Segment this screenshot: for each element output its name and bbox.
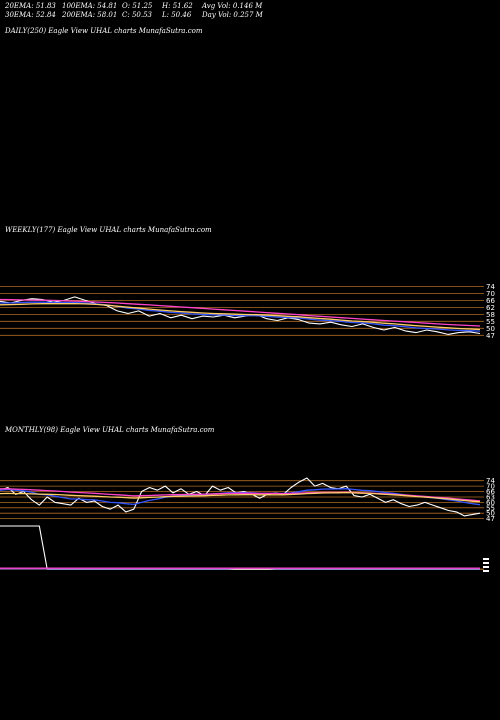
weekly-tick-label: 55	[486, 318, 495, 326]
stat-close: C: 50.53	[122, 11, 152, 19]
monthly-tick-label: 74	[486, 477, 495, 485]
weekly-series-line-0	[0, 296, 481, 335]
weekly-tick-label: 50	[486, 325, 495, 333]
weekly-tick-label: 62	[486, 304, 495, 312]
indicator-marker	[483, 566, 489, 568]
weekly-tick-label: 66	[486, 297, 495, 305]
weekly-series-line-2	[0, 298, 481, 327]
indicator-marker	[483, 570, 489, 572]
stat-open: O: 51.25	[122, 2, 153, 10]
weekly-tick-label: 70	[486, 290, 495, 298]
weekly-series-line-1	[0, 301, 481, 332]
stat-100ema: 100EMA: 54.81	[62, 2, 118, 10]
indicator-marker	[483, 558, 489, 560]
weekly-chart-title: WEEKLY(177) Eagle View UHAL charts Munaf…	[5, 226, 212, 234]
weekly-tick-label: 47	[486, 332, 495, 340]
stat-200ema: 200EMA: 58.01	[62, 11, 118, 19]
monthly-tick-label: 70	[486, 483, 495, 491]
stat-20ema: 20EMA: 51.83	[5, 2, 56, 10]
weekly-series-line-3	[0, 302, 481, 331]
monthly-series-line-3	[0, 491, 481, 503]
stat-low: L: 50.46	[162, 11, 192, 19]
monthly-tick-label: 55	[486, 504, 495, 512]
indicator-series-line-0	[0, 525, 480, 570]
stat-high: H: 51.62	[162, 2, 193, 10]
monthly-tick-label: 63	[486, 494, 495, 502]
weekly-tick-label: 58	[486, 311, 495, 319]
monthly-tick-label: 66	[486, 488, 495, 496]
stat-avg-vol: Avg Vol: 0.146 M	[202, 2, 263, 10]
monthly-tick-label: 50	[486, 510, 495, 518]
stat-30ema: 30EMA: 52.84	[5, 11, 56, 19]
monthly-tick-label: 60	[486, 499, 495, 507]
indicator-marker	[483, 562, 489, 564]
stat-day-vol: Day Vol: 0.257 M	[202, 11, 263, 19]
monthly-tick-label: 47	[486, 515, 495, 523]
monthly-chart-title: MONTHLY(98) Eagle View UHAL charts Munaf…	[5, 426, 215, 434]
daily-chart-title: DAILY(250) Eagle View UHAL charts Munafa…	[5, 27, 203, 35]
weekly-tick-label: 74	[486, 283, 495, 291]
